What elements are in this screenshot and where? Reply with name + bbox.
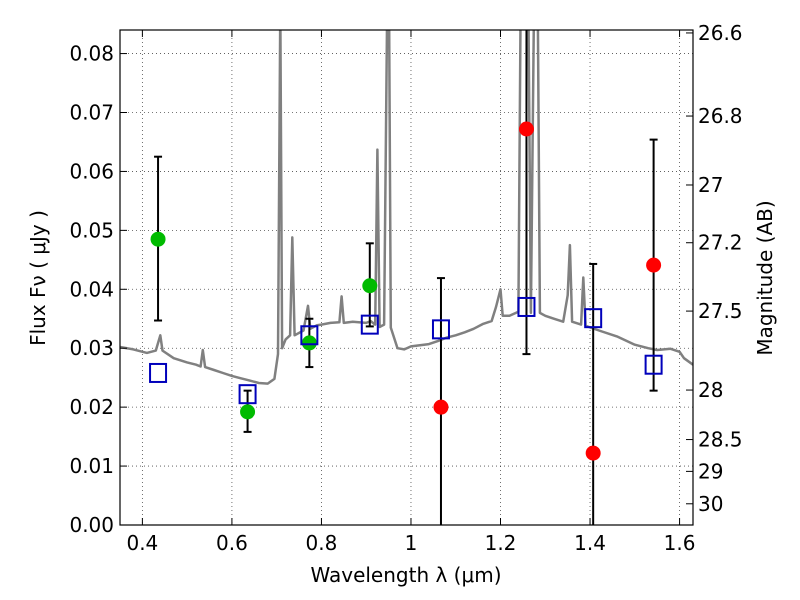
x-tick-label: 1.6 [664, 531, 696, 555]
model-square-marker [300, 325, 319, 346]
data-circle-marker [240, 404, 256, 420]
x-tick-label: 1.4 [574, 531, 606, 555]
model-square-marker [431, 319, 450, 340]
y-tick-label: 0.00 [69, 513, 114, 537]
model-square-marker [360, 314, 379, 335]
data-circle-marker [301, 335, 317, 351]
data-circle-marker [646, 257, 662, 273]
model-square-marker [238, 384, 257, 405]
right-tick-label: 28.5 [698, 428, 743, 452]
model-square-marker [584, 308, 603, 329]
model-square-marker [149, 362, 168, 383]
data-circle-marker [150, 231, 166, 247]
right-tick-label: 27.2 [698, 231, 743, 255]
data-circle-marker [433, 399, 449, 415]
y-tick-label: 0.03 [69, 336, 114, 360]
y-tick-label: 0.08 [69, 42, 114, 66]
y-axis-label-left: Flux Fν ( μJy ) [26, 210, 50, 346]
x-tick-label: 1 [405, 531, 418, 555]
plot-frame [119, 29, 694, 526]
x-axis-label: Wavelength λ (μm) [310, 563, 501, 587]
ticks-layer: 0.4 0.6 0.8 1 1.2 1.4 1.6 0.00 0.01 0.02 0.03 0.04 0… [69, 21, 742, 555]
right-tick-label: 27.5 [698, 299, 743, 323]
right-tick-label: 27 [698, 173, 723, 197]
data-circle-marker [518, 121, 534, 137]
spectrum-line [120, 30, 693, 385]
data-circle-marker [362, 278, 378, 294]
data-circle-marker [585, 445, 601, 461]
right-tick-label: 28 [698, 378, 723, 402]
y-tick-label: 0.02 [69, 395, 114, 419]
x-tick-label: 0.8 [306, 531, 338, 555]
y-axis-label-right: Magnitude (AB) [753, 200, 777, 355]
y-tick-label: 0.05 [69, 218, 114, 242]
right-tick-label: 29 [698, 459, 723, 483]
y-tick-label: 0.04 [69, 277, 114, 301]
spectrum-layer [120, 30, 693, 385]
grid-lines [120, 30, 693, 526]
x-tick-label: 0.6 [216, 531, 248, 555]
y-tick-label: 0.07 [69, 101, 114, 125]
model-square-marker [517, 296, 536, 317]
right-tick-label: 30 [698, 492, 723, 516]
right-tick-label: 26.8 [698, 104, 743, 128]
marks-layer [149, 30, 663, 525]
x-tick-label: 0.4 [126, 531, 158, 555]
x-tick-label: 1.2 [485, 531, 517, 555]
right-tick-label: 26.6 [698, 21, 743, 45]
y-tick-label: 0.01 [69, 454, 114, 478]
model-square-marker [644, 354, 663, 375]
y-tick-label: 0.06 [69, 159, 114, 183]
